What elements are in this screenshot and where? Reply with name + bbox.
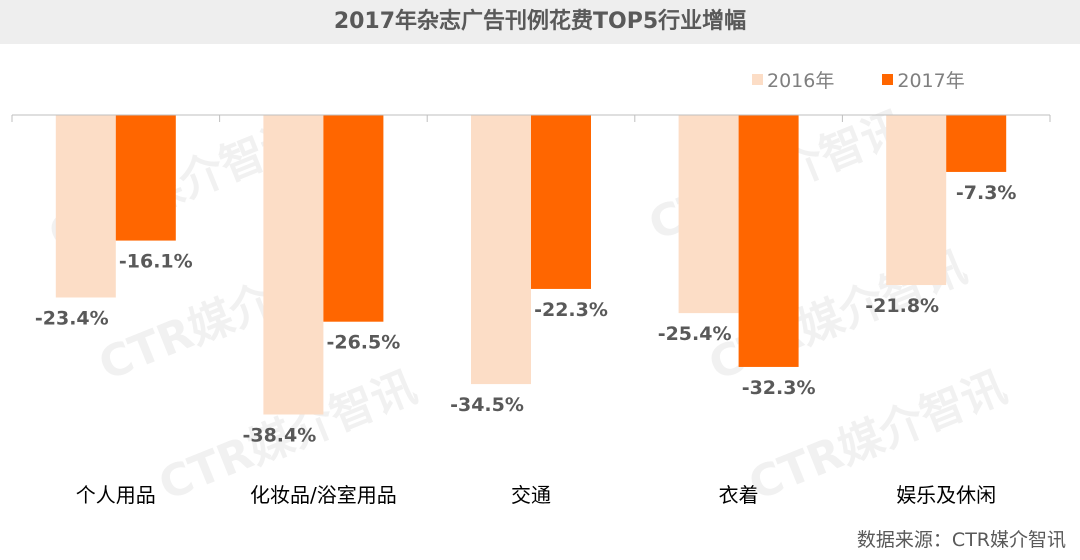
chart-title: 2017年杂志广告刊例花费TOP5行业增幅 [333,9,747,34]
bar-2017年-化妆品/浴室用品 [323,115,384,322]
category-label: 娱乐及休闲 [896,483,996,507]
bar-2017年-衣着 [738,115,799,367]
data-label: -26.5% [326,332,400,354]
bar-2016年-娱乐及休闲 [886,115,947,286]
category-label: 交通 [511,483,551,507]
bar-2016年-交通 [471,115,531,385]
bar-2017年-交通 [531,115,591,289]
bar-2016年-化妆品/浴室用品 [263,115,324,415]
legend: 2016年 2017年 [752,66,1013,93]
bar-2017年-个人用品 [115,115,176,241]
legend-item-2017: 2017年 [882,66,965,93]
data-label: -23.4% [35,308,109,330]
category-label: 个人用品 [76,483,156,507]
data-label: -32.3% [742,377,816,399]
legend-item-2016: 2016年 [752,66,834,93]
legend-swatch-2016 [752,74,763,85]
bar-2017年-娱乐及休闲 [946,115,1007,172]
legend-label-2017: 2017年 [897,70,965,92]
data-label: -21.8% [865,295,939,317]
legend-swatch-2017 [882,74,894,85]
category-label: 衣着 [719,483,759,507]
data-label: -25.4% [658,323,732,345]
bar-2016年-衣着 [678,115,739,314]
data-label: -22.3% [534,299,608,321]
category-label: 化妆品/浴室用品 [250,483,397,507]
source-note: 数据来源：CTR媒介智讯 [856,529,1066,551]
legend-label-2016: 2016年 [767,70,835,92]
data-label: -16.1% [119,251,193,273]
data-label: -34.5% [450,394,524,416]
title-band [0,0,1080,44]
data-label: -7.3% [956,182,1017,204]
bar-2016年-个人用品 [55,115,116,298]
data-label: -38.4% [242,425,316,447]
